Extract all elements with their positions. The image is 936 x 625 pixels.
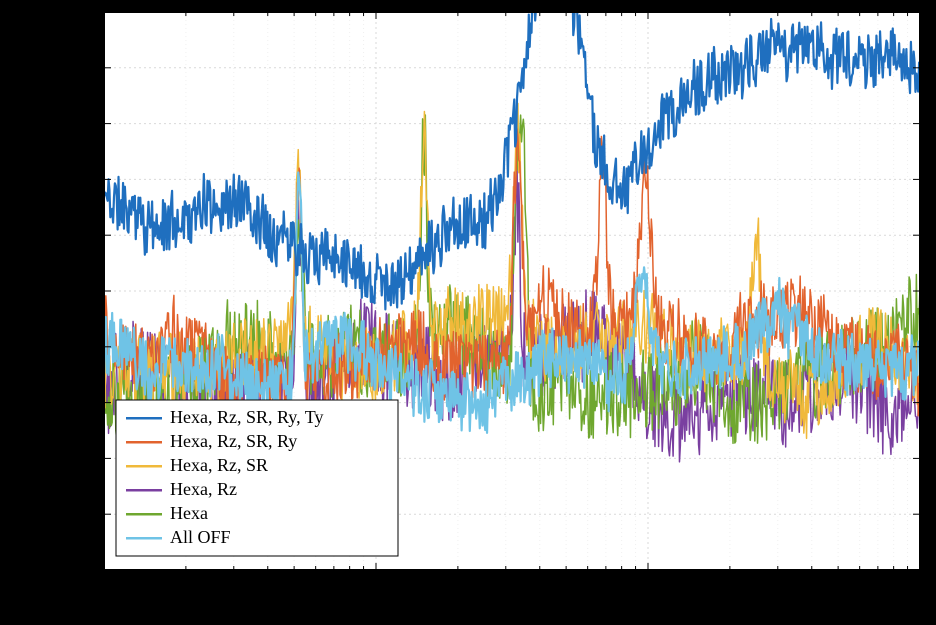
chart-container: Hexa, Rz, SR, Ry, Ty Hexa, Rz, SR, Ry Hexa… bbox=[0, 0, 936, 625]
legend-label-s4: Hexa, Rz bbox=[170, 479, 237, 499]
legend-label-s1: Hexa, Rz, SR, Ry, Ty bbox=[170, 407, 324, 427]
legend-label-s3: Hexa, Rz, SR bbox=[170, 455, 268, 475]
spectrum-chart: Hexa, Rz, SR, Ry, Ty Hexa, Rz, SR, Ry Hexa… bbox=[0, 0, 936, 625]
legend-label-s5: Hexa bbox=[170, 503, 208, 523]
chart-legend: Hexa, Rz, SR, Ry, Ty Hexa, Rz, SR, Ry Hexa… bbox=[116, 400, 398, 556]
legend-label-s6: All OFF bbox=[170, 527, 231, 547]
legend-label-s2: Hexa, Rz, SR, Ry bbox=[170, 431, 297, 451]
